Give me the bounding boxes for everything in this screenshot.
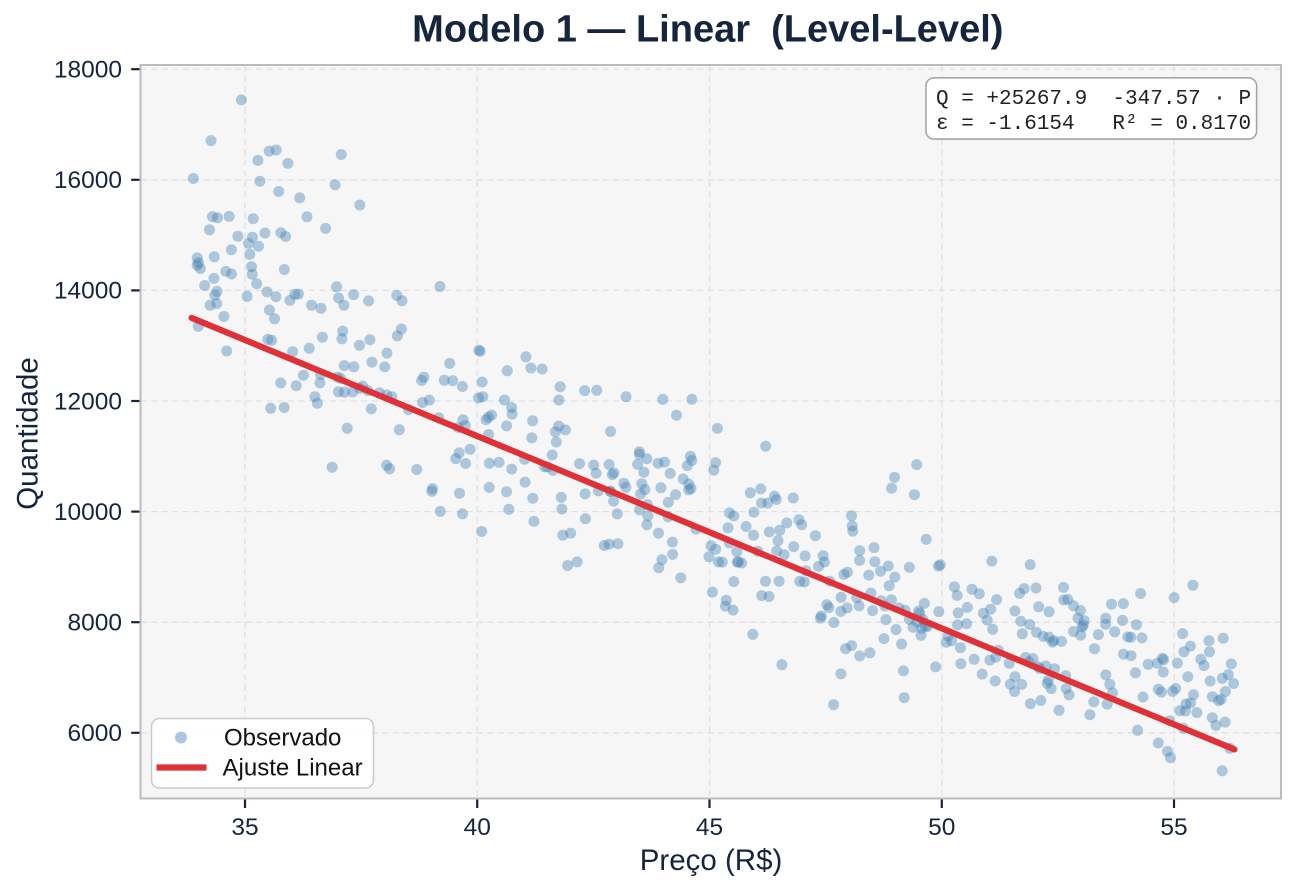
svg-text:Quantidade: Quantidade <box>12 357 45 510</box>
svg-text:Observado: Observado <box>224 725 341 752</box>
svg-text:50: 50 <box>928 814 955 841</box>
svg-text:Q = +25267.9 -347.57 · P: Q = +25267.9 -347.57 · P <box>936 88 1251 111</box>
svg-text:ε = -1.6154 R² = 0.8170: ε = -1.6154 R² = 0.8170 <box>936 113 1251 136</box>
svg-text:6000: 6000 <box>67 720 122 747</box>
svg-text:55: 55 <box>1160 814 1187 841</box>
svg-text:18000: 18000 <box>54 57 122 84</box>
svg-text:45: 45 <box>696 814 723 841</box>
svg-text:35: 35 <box>231 814 258 841</box>
svg-text:40: 40 <box>464 814 491 841</box>
svg-text:Modelo 1 — Linear (Level-Leve: Modelo 1 — Linear (Level-Level) <box>412 9 1003 51</box>
svg-text:Ajuste Linear: Ajuste Linear <box>223 755 363 782</box>
svg-text:8000: 8000 <box>67 610 122 637</box>
svg-text:Preço (R$): Preço (R$) <box>640 844 783 877</box>
svg-text:16000: 16000 <box>54 167 122 194</box>
svg-text:12000: 12000 <box>54 388 122 415</box>
svg-text:14000: 14000 <box>54 278 122 305</box>
svg-text:10000: 10000 <box>54 499 122 526</box>
